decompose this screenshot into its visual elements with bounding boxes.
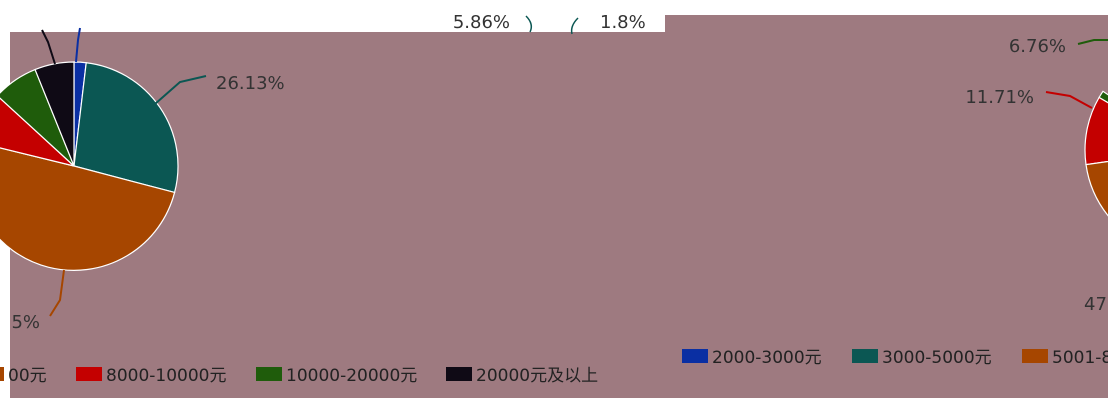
right-legend-label-2[interactable]: 5001-8 [1052,348,1108,368]
left-legend-swatch-3[interactable] [446,367,472,381]
left-legend-label-0[interactable]: 00元 [8,366,47,386]
left-pie-leader-5 [41,29,56,65]
left-pie-leader-0 [75,27,81,63]
legend-strip-right [665,338,1108,360]
left-legend-swatch-0[interactable] [0,367,4,381]
right-pie-label-2: 47. [1084,294,1108,315]
right-legend-swatch-1[interactable] [852,349,878,363]
left-pie-leader-hook-b [570,17,579,35]
left-pie-leader-2 [49,269,65,317]
left-pie-slice-2 [0,147,176,271]
left-pie-leader-hook-a [525,15,533,33]
left-legend-label-1[interactable]: 8000-10000元 [106,366,226,386]
left-legend-label-3[interactable]: 20000元及以上 [476,366,598,386]
right-pie-leader-0 [1077,39,1108,45]
right-pie-label-0: 6.76% [1009,36,1066,57]
top-strip [665,15,1108,33]
left-legend-swatch-1[interactable] [76,367,102,381]
right-legend-swatch-2[interactable] [1022,349,1048,363]
right-pie-slice-1 [1084,96,1108,166]
chart-panel [10,32,1108,398]
left-pie-leader-1 [154,75,207,105]
right-legend-label-1[interactable]: 3000-5000元 [882,348,992,368]
left-pie-label-0: 1.8% [600,12,646,33]
right-legend-label-0[interactable]: 2000-3000元 [712,348,822,368]
left-pie-label-1: 26.13% [216,73,285,94]
right-pie-slice-2 [1085,160,1108,217]
left-pie-label-5: 5.86% [453,12,510,33]
right-pie-leader-1 [1045,91,1093,109]
right-pie-label-1: 11.71% [965,87,1034,108]
left-pie-slice-1 [73,62,179,194]
left-pie-label-2: 5% [11,312,40,333]
left-legend-label-2[interactable]: 10000-20000元 [286,366,417,386]
left-legend-swatch-2[interactable] [256,367,282,381]
right-legend-swatch-0[interactable] [682,349,708,363]
